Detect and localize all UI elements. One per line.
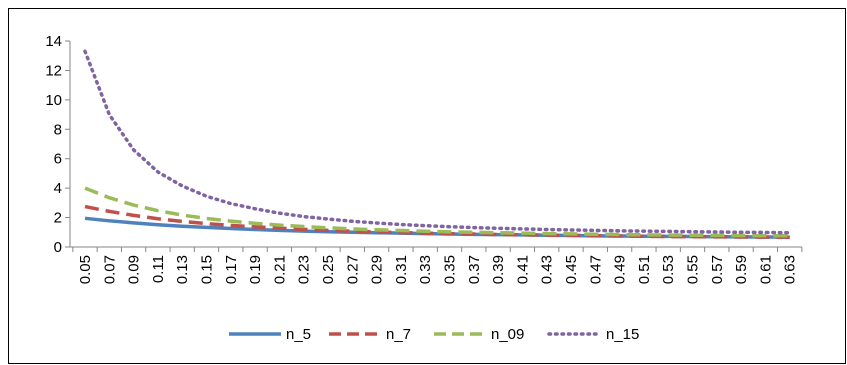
x-tick-label: 0.55 xyxy=(685,255,702,284)
x-tick-label: 0.59 xyxy=(733,255,750,284)
x-tick-label: 0.15 xyxy=(199,255,216,284)
x-tick-label: 0.47 xyxy=(587,255,604,284)
legend-label: n_15 xyxy=(606,326,639,343)
y-tick-label: 6 xyxy=(54,151,62,168)
x-tick-label: 0.57 xyxy=(709,255,726,284)
x-tick-label: 0.51 xyxy=(636,255,653,284)
line-chart: 0 2 4 6 8 10 12 14 0.05 0.07 0.09 0.11 0.13 0.15 0.17 0… xyxy=(45,33,803,343)
x-tick-label: 0.41 xyxy=(514,255,531,284)
y-tick-label: 0 xyxy=(54,239,62,256)
x-tick-label: 0.17 xyxy=(223,255,240,284)
series-line-n_15 xyxy=(83,49,792,235)
x-tick-label: 0.19 xyxy=(247,255,264,284)
x-tick-label: 0.31 xyxy=(393,255,410,284)
series-line-n_09 xyxy=(84,186,790,238)
x-tick-label: 0.25 xyxy=(320,255,337,284)
y-tick-label: 12 xyxy=(45,62,62,79)
chart-frame: 0 2 4 6 8 10 12 14 0.05 0.07 0.09 0.11 0.13 0.15 0.17 0… xyxy=(8,8,846,364)
x-tick-label: 0.11 xyxy=(150,255,167,283)
x-tick-label: 0.53 xyxy=(660,255,677,284)
y-tick-label: 4 xyxy=(54,180,62,197)
x-tick-label: 0.09 xyxy=(126,255,143,284)
legend-label: n_7 xyxy=(386,326,411,343)
x-tick-label: 0.45 xyxy=(563,255,580,284)
legend-label: n_09 xyxy=(491,326,524,343)
x-tick-label: 0.35 xyxy=(442,255,459,284)
y-tick-label: 2 xyxy=(54,210,62,227)
x-tick-label: 0.29 xyxy=(369,255,386,284)
x-tick-label: 0.33 xyxy=(417,255,434,284)
x-tick-label: 0.27 xyxy=(344,255,361,284)
x-tick-label: 0.37 xyxy=(466,255,483,284)
y-tick-label: 8 xyxy=(54,121,62,138)
legend-label: n_5 xyxy=(286,326,311,343)
x-tick-label: 0.21 xyxy=(271,255,288,284)
x-tick-label: 0.23 xyxy=(296,255,313,284)
x-tick-label: 0.13 xyxy=(174,255,191,284)
x-tick-label: 0.61 xyxy=(757,255,774,284)
x-tick-label: 0.49 xyxy=(612,255,629,284)
x-tick-label: 0.43 xyxy=(539,255,556,284)
y-tick-label: 14 xyxy=(45,33,62,50)
x-tick-label: 0.07 xyxy=(101,255,118,284)
x-tick-label: 0.63 xyxy=(782,255,799,284)
x-tick-label: 0.05 xyxy=(77,255,94,284)
y-tick-label: 10 xyxy=(45,92,62,109)
x-tick-label: 0.39 xyxy=(490,255,507,284)
